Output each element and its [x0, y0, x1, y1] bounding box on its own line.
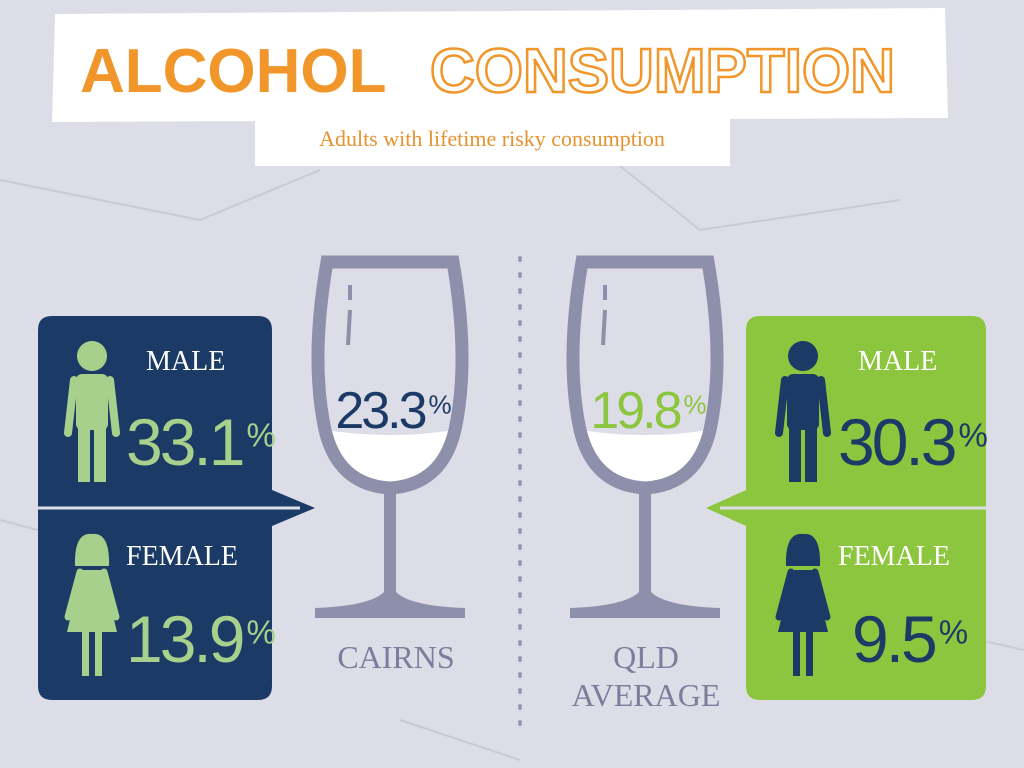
glass-liquid [581, 430, 709, 482]
person-hair [74, 533, 110, 566]
percent-number: 13.9 [126, 602, 243, 676]
glass-bowl [311, 255, 469, 495]
person-leg [806, 630, 813, 676]
person-leg [82, 630, 89, 676]
person-arms [775, 568, 831, 621]
header-band [52, 8, 948, 122]
person-leg [805, 426, 817, 482]
percent: 30.3% [838, 405, 987, 479]
percent-number: 19.8 [590, 382, 680, 440]
percent-number: 23.3 [335, 382, 425, 440]
percent-unit: % [246, 417, 275, 454]
percent-unit: % [684, 389, 707, 419]
percent-number: 30.3 [838, 405, 955, 479]
percent: 33.1% [126, 405, 275, 479]
glass-stem [639, 488, 651, 598]
person-leg [78, 426, 90, 482]
region-name: AVERAGE [572, 677, 721, 713]
person-leg [789, 426, 801, 482]
glass-stem [384, 488, 396, 598]
percent-number: 9.5 [852, 602, 935, 676]
sex-label: FEMALE [838, 541, 950, 572]
percent-unit: % [429, 389, 452, 419]
glass-shine [601, 309, 607, 346]
sex-label: FEMALE [126, 541, 238, 572]
person-body [76, 374, 108, 430]
person-arms [64, 376, 120, 437]
glass-shine [346, 309, 352, 346]
percent: 23.3% [335, 382, 451, 440]
person-arms [775, 376, 831, 437]
person-arms [64, 568, 120, 621]
person-head [788, 341, 818, 371]
title-outline: CONSUMPTION [430, 37, 895, 106]
percent: 19.8% [590, 382, 706, 440]
region-name: QLD [613, 639, 679, 675]
sex-label: MALE [858, 346, 937, 377]
percent-unit: % [939, 614, 968, 651]
sex-label: MALE [146, 346, 225, 377]
percent-unit: % [246, 614, 275, 651]
person-leg [95, 630, 102, 676]
glass-foot [570, 592, 720, 618]
glass-foot [315, 592, 465, 618]
title-bold: ALCOHOL [80, 37, 387, 106]
glass-bowl [566, 255, 724, 495]
person-leg [94, 426, 106, 482]
glass-liquid [326, 430, 454, 482]
person-hair [785, 533, 821, 566]
percent: 9.5% [852, 602, 968, 676]
subtitle-box [255, 116, 730, 166]
subtitle: Adults with lifetime risky consumption [319, 126, 665, 151]
person-head [77, 341, 107, 371]
percent-unit: % [958, 417, 987, 454]
region-name: CAIRNS [337, 639, 454, 675]
person-leg [793, 630, 800, 676]
percent-number: 33.1 [126, 405, 243, 479]
person-body [787, 374, 819, 430]
